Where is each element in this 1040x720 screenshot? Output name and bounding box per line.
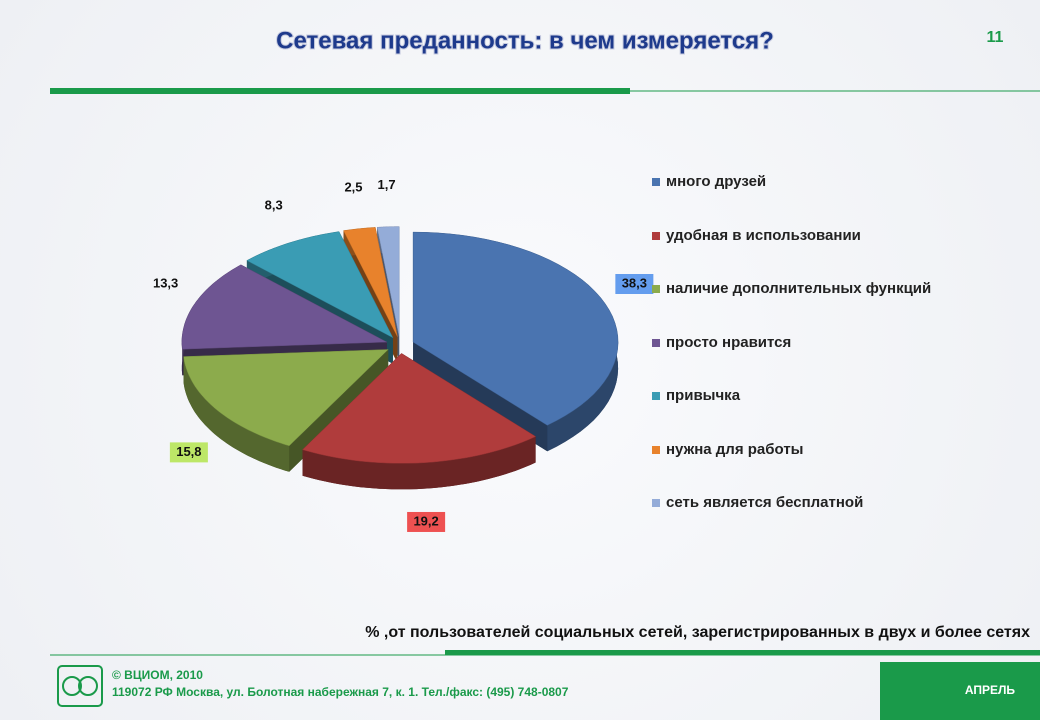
legend-swatch [652,499,660,507]
legend-label: сеть является бесплатной [666,494,864,511]
logo-mark [78,676,98,696]
month-block [880,662,1040,720]
legend-label: много друзей [666,173,767,190]
value-label: 8,3 [265,197,283,212]
slice [302,353,537,464]
legend-item: наличие дополнительных функций [652,279,936,299]
value-label: 2,5 [344,179,362,194]
copyright: © ВЦИОМ, 2010 [112,668,203,682]
value-label: 15,8 [176,444,201,459]
logo-mark [62,676,82,696]
chart-title: Сетевая преданность: в чем измеряется? [276,27,774,54]
legend-label: привычка [666,387,741,404]
legend-swatch [652,392,660,400]
legend-label: наличие дополнительных функций [666,280,932,297]
slice [376,226,400,337]
value-label: 19,2 [413,513,438,528]
value-label: 1,7 [377,177,395,192]
slice-edge [183,356,290,472]
legend-item: удобная в использовании [652,226,936,246]
logo [57,665,103,707]
value-label-box [169,442,208,463]
slice [183,349,389,447]
legend-label: нужна для работы [666,440,804,458]
address: 119072 РФ Москва, ул. Болотная набережна… [112,685,569,699]
slice [246,231,394,339]
month: АПРЕЛЬ [965,683,1016,697]
annotation: % ,от пользователей социальных сетей, за… [365,624,1030,641]
legend-swatch [652,231,660,240]
legend-item: нужна для работы [652,440,936,460]
value-label-box [615,274,654,295]
slice [181,264,388,350]
value-label: 38,3 [622,275,647,290]
legend-swatch [652,285,660,293]
legend-swatch [652,445,660,454]
page-number: 11 [987,29,1004,46]
legend-swatch [652,338,660,347]
legend-label: просто нравится [666,333,792,351]
footer-bar [445,650,1040,655]
value-label: 13,3 [153,275,178,290]
legend-item: привычка [652,386,936,406]
slice-edge [302,436,536,490]
legend-item: сеть является бесплатной [652,493,936,513]
legend-label: удобная в использовании [666,226,861,244]
slice [412,231,619,426]
slice [343,227,398,337]
value-label-box [407,511,446,532]
title-bar [50,88,630,94]
legend-item: много друзей [652,172,936,192]
legend-swatch [652,178,660,186]
legend-item: просто нравится [652,333,936,353]
